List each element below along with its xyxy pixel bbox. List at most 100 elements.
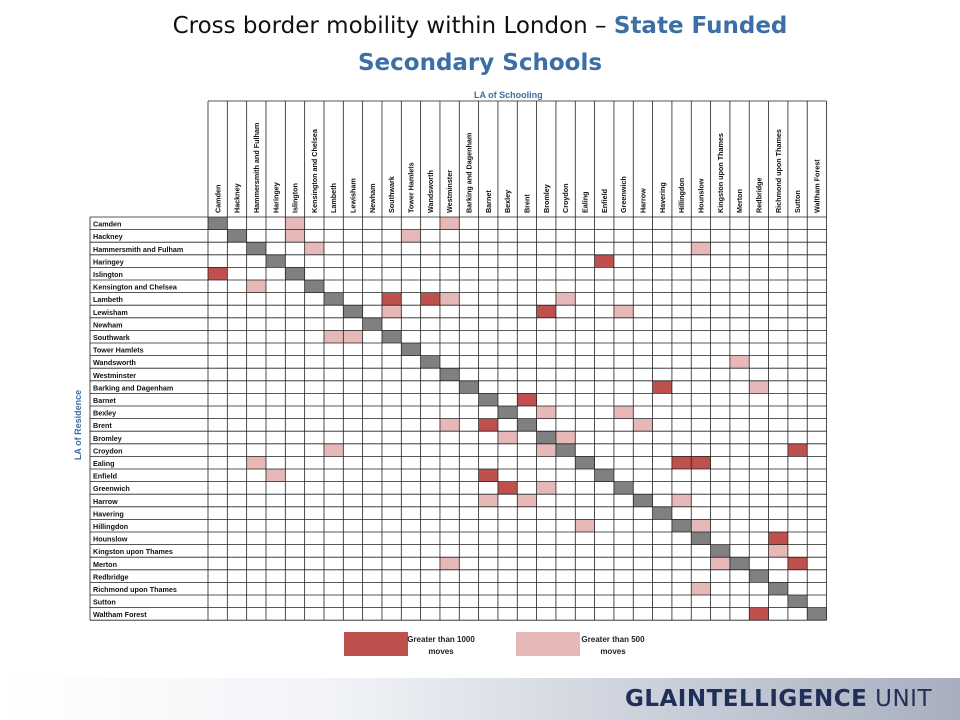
row-label: Hammersmith and Fulham xyxy=(93,245,183,254)
medium-cell xyxy=(246,280,266,293)
diagonal-cell xyxy=(691,532,711,545)
medium-cell xyxy=(729,355,750,369)
medium-cell xyxy=(246,456,266,469)
diagonal-cell xyxy=(787,595,808,608)
high-cell xyxy=(691,456,711,469)
row-label: Barking and Dagenham xyxy=(93,383,173,392)
column-label: Waltham Forest xyxy=(812,159,821,213)
medium-cell xyxy=(285,229,305,243)
column-label: Hammersmith and Fulham xyxy=(252,123,261,213)
diagonal-cell xyxy=(401,343,421,356)
diagonal-cell xyxy=(362,317,382,331)
column-label: Kensington and Chelsea xyxy=(310,128,319,213)
diagonal-cell xyxy=(633,494,653,507)
column-label: Newham xyxy=(368,183,377,213)
column-label: Ealing xyxy=(581,191,590,213)
legend-label-medium: Greater than 500 moves xyxy=(581,635,645,656)
column-label: Wandsworth xyxy=(426,170,435,213)
diagonal-cell xyxy=(575,456,595,469)
column-label: Richmond upon Thames xyxy=(774,129,783,213)
diagonal-cell xyxy=(671,519,692,532)
row-label: Lambeth xyxy=(93,295,123,304)
title-plain: Cross border mobility within London – xyxy=(172,13,614,39)
diagonal-cell xyxy=(555,443,576,457)
medium-cell xyxy=(439,418,460,432)
column-label: Havering xyxy=(658,182,667,213)
high-cell xyxy=(594,254,614,268)
row-label: Westminster xyxy=(93,371,136,380)
row-label: Greenwich xyxy=(93,484,130,493)
medium-cell xyxy=(555,292,576,306)
legend-swatch-high xyxy=(344,632,408,656)
diagonal-cell xyxy=(594,469,614,482)
row-label: Haringey xyxy=(93,257,124,266)
medium-cell xyxy=(555,431,576,444)
high-cell xyxy=(652,380,672,394)
row-label: Hounslow xyxy=(93,535,128,544)
diagonal-cell xyxy=(381,330,402,343)
title-line-1: Cross border mobility within London – St… xyxy=(0,8,960,45)
column-label: Southwark xyxy=(387,176,396,213)
medium-cell xyxy=(439,557,460,570)
medium-cell xyxy=(343,330,363,343)
diagonal-cell xyxy=(710,544,730,558)
column-label: Bexley xyxy=(503,190,512,213)
column-label: Islington xyxy=(291,183,300,213)
high-cell xyxy=(420,292,440,306)
row-label: Redbridge xyxy=(93,572,129,581)
title-accent-1: State Funded xyxy=(613,13,788,39)
medium-cell xyxy=(439,292,460,306)
high-cell xyxy=(478,418,498,432)
logo-unit: UNIT xyxy=(867,686,932,712)
medium-cell xyxy=(536,481,556,495)
diagonal-cell xyxy=(265,254,286,268)
row-label: Waltham Forest xyxy=(93,610,147,619)
row-label: Brent xyxy=(93,421,112,430)
logo-intelligence: INTELLIGENCE xyxy=(677,686,868,712)
diagonal-cell xyxy=(246,242,266,255)
column-label: Tower Hamlets xyxy=(407,162,416,213)
column-label: Lewisham xyxy=(349,178,358,213)
row-label: Camden xyxy=(93,220,121,229)
medium-cell xyxy=(691,242,711,255)
diagonal-cell xyxy=(420,355,440,369)
column-label: Barnet xyxy=(484,190,493,213)
column-label: Redbridge xyxy=(755,177,764,213)
high-cell xyxy=(787,443,808,457)
title-accent-2: Secondary Schools xyxy=(357,50,603,76)
diagonal-cell xyxy=(459,380,479,394)
diagonal-cell xyxy=(517,418,537,432)
legend-swatch-medium xyxy=(516,632,580,656)
medium-cell xyxy=(536,443,556,457)
row-label: Lewisham xyxy=(93,308,128,317)
row-label: Richmond upon Thames xyxy=(93,585,177,594)
diagonal-cell xyxy=(652,506,672,520)
high-cell xyxy=(497,481,518,495)
row-label: Islington xyxy=(93,270,123,279)
diagonal-cell xyxy=(208,217,228,230)
medium-cell xyxy=(613,305,634,318)
row-label: Merton xyxy=(93,560,117,569)
medium-cell xyxy=(478,494,498,507)
row-label: Kensington and Chelsea xyxy=(93,283,178,292)
row-label: Wandsworth xyxy=(93,358,136,367)
row-label: Bromley xyxy=(93,434,122,443)
logo-gla: GLA xyxy=(624,686,678,712)
footer-band xyxy=(0,678,960,720)
medium-cell xyxy=(768,544,788,558)
medium-cell xyxy=(304,242,324,255)
diagonal-cell xyxy=(497,406,518,419)
row-label: Tower Hamlets xyxy=(93,346,144,355)
diagonal-cell xyxy=(536,431,556,444)
column-label: Haringey xyxy=(271,182,280,213)
high-cell xyxy=(536,305,556,318)
column-label: Merton xyxy=(735,189,744,213)
column-label: Hackney xyxy=(233,183,242,213)
medium-cell xyxy=(439,217,460,230)
column-label: Croydon xyxy=(561,183,570,213)
row-label: Newham xyxy=(93,320,123,329)
column-label: Brent xyxy=(523,194,532,213)
row-label: Barnet xyxy=(93,396,116,405)
medium-cell xyxy=(381,305,402,318)
